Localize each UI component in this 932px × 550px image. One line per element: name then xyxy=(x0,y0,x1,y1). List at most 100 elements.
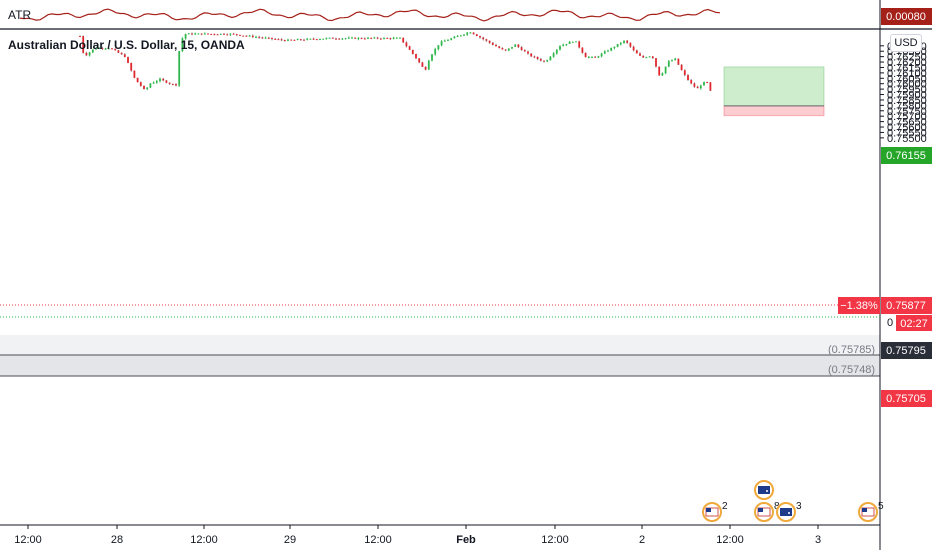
candle-body xyxy=(607,50,609,52)
candle-body xyxy=(155,81,158,83)
candle-body xyxy=(178,51,181,86)
candle-body xyxy=(159,78,161,82)
y-tick-label: 0.75550 xyxy=(887,127,927,139)
candle-body xyxy=(546,60,549,62)
current-price-tag xyxy=(881,297,932,314)
candle-body xyxy=(447,39,449,41)
candle-body xyxy=(117,50,120,53)
entry-price-text: 0.75795 xyxy=(886,345,926,357)
y-tick-label: 0.75800 xyxy=(887,100,927,112)
candle-body xyxy=(389,38,392,40)
candle-body xyxy=(517,44,520,48)
candle-body xyxy=(107,48,110,50)
target-price-tag xyxy=(881,147,932,164)
candle-body xyxy=(693,83,696,87)
atr-indicator-label[interactable]: ATR xyxy=(8,8,32,22)
candle-body xyxy=(146,87,149,89)
candle-body xyxy=(127,57,129,63)
event-marker[interactable]: 3 xyxy=(776,501,802,522)
y-tick-label: 0.75850 xyxy=(887,95,927,107)
candle-body xyxy=(632,46,635,51)
candle-body xyxy=(383,37,385,39)
symbol-title[interactable]: Australian Dollar / U.S. Dollar, 15, OAN… xyxy=(8,38,245,52)
x-tick-label: 12:00 xyxy=(541,534,569,546)
candle-body xyxy=(267,37,270,39)
candle-body xyxy=(504,49,507,51)
event-count: 5 xyxy=(878,501,884,512)
candle-body xyxy=(200,33,203,35)
candle-body xyxy=(562,44,565,47)
candle-body xyxy=(274,38,277,40)
candle-body xyxy=(591,56,593,58)
candle-body xyxy=(600,53,603,57)
candle-body xyxy=(287,39,289,41)
candle-body xyxy=(181,38,184,52)
candle-body xyxy=(184,33,187,39)
candle-body xyxy=(523,50,526,52)
candle-body xyxy=(235,34,238,36)
us-flag-canton xyxy=(758,508,763,512)
candle-body xyxy=(469,32,472,34)
candle-body xyxy=(440,41,443,46)
candle-body xyxy=(143,85,145,89)
target-price-text: 0.76155 xyxy=(886,150,926,162)
candle-body xyxy=(594,56,597,58)
candle-body xyxy=(581,47,584,53)
candle-body xyxy=(239,34,241,36)
candle-body xyxy=(421,62,424,67)
currency-button[interactable]: USD xyxy=(890,34,922,52)
candle-body xyxy=(370,37,373,39)
au-flag-star xyxy=(766,490,768,492)
candle-body xyxy=(283,40,286,42)
candle-body xyxy=(696,86,699,89)
candle-body xyxy=(373,37,376,39)
candle-body xyxy=(223,33,225,35)
candle-body xyxy=(376,37,379,39)
y-tick-label: 0.75900 xyxy=(887,90,927,102)
y-tick-label: 0.76150 xyxy=(887,62,927,74)
candle-body xyxy=(331,37,334,39)
candle-body xyxy=(152,82,155,84)
candle-body xyxy=(232,33,235,35)
event-marker[interactable]: 2 xyxy=(702,501,728,522)
change-percent-text: −1.38% xyxy=(840,300,878,312)
y-tick-label: 0.75500 xyxy=(887,133,927,145)
x-tick-label: Feb xyxy=(456,534,476,546)
event-marker[interactable]: 8 xyxy=(754,501,780,522)
event-count: 2 xyxy=(722,501,728,512)
candle-body xyxy=(229,33,232,35)
current-price-text: 0.75877 xyxy=(886,300,926,312)
event-marker[interactable]: 5 xyxy=(858,501,884,522)
candle-body xyxy=(251,35,254,38)
candle-body xyxy=(699,85,702,89)
candle-body xyxy=(171,83,174,85)
event-marker[interactable] xyxy=(754,480,774,500)
y-tick-label: 0.76100 xyxy=(887,68,927,80)
candle-body xyxy=(408,46,411,50)
candle-body xyxy=(95,48,97,50)
candle-body xyxy=(306,38,309,40)
candle-body xyxy=(136,77,139,83)
candle-body xyxy=(91,49,94,53)
stop-price-tag xyxy=(881,390,932,407)
candle-body xyxy=(703,81,705,86)
change-percent-tag xyxy=(838,297,880,314)
candle-body xyxy=(341,38,344,40)
candle-body xyxy=(597,56,600,58)
candle-body xyxy=(645,57,648,59)
loss-zone[interactable] xyxy=(723,105,825,117)
candle-body xyxy=(418,58,421,63)
candle-body xyxy=(507,48,510,51)
candle-body xyxy=(168,82,171,84)
candle-body xyxy=(648,56,651,58)
candle-body xyxy=(322,38,325,40)
candle-body xyxy=(399,37,401,39)
us-flag-canton xyxy=(706,508,711,512)
candle-body xyxy=(530,53,533,57)
candle-body xyxy=(706,81,709,83)
profit-zone[interactable] xyxy=(723,66,825,107)
candle-body xyxy=(664,66,667,74)
candle-body xyxy=(434,49,437,55)
